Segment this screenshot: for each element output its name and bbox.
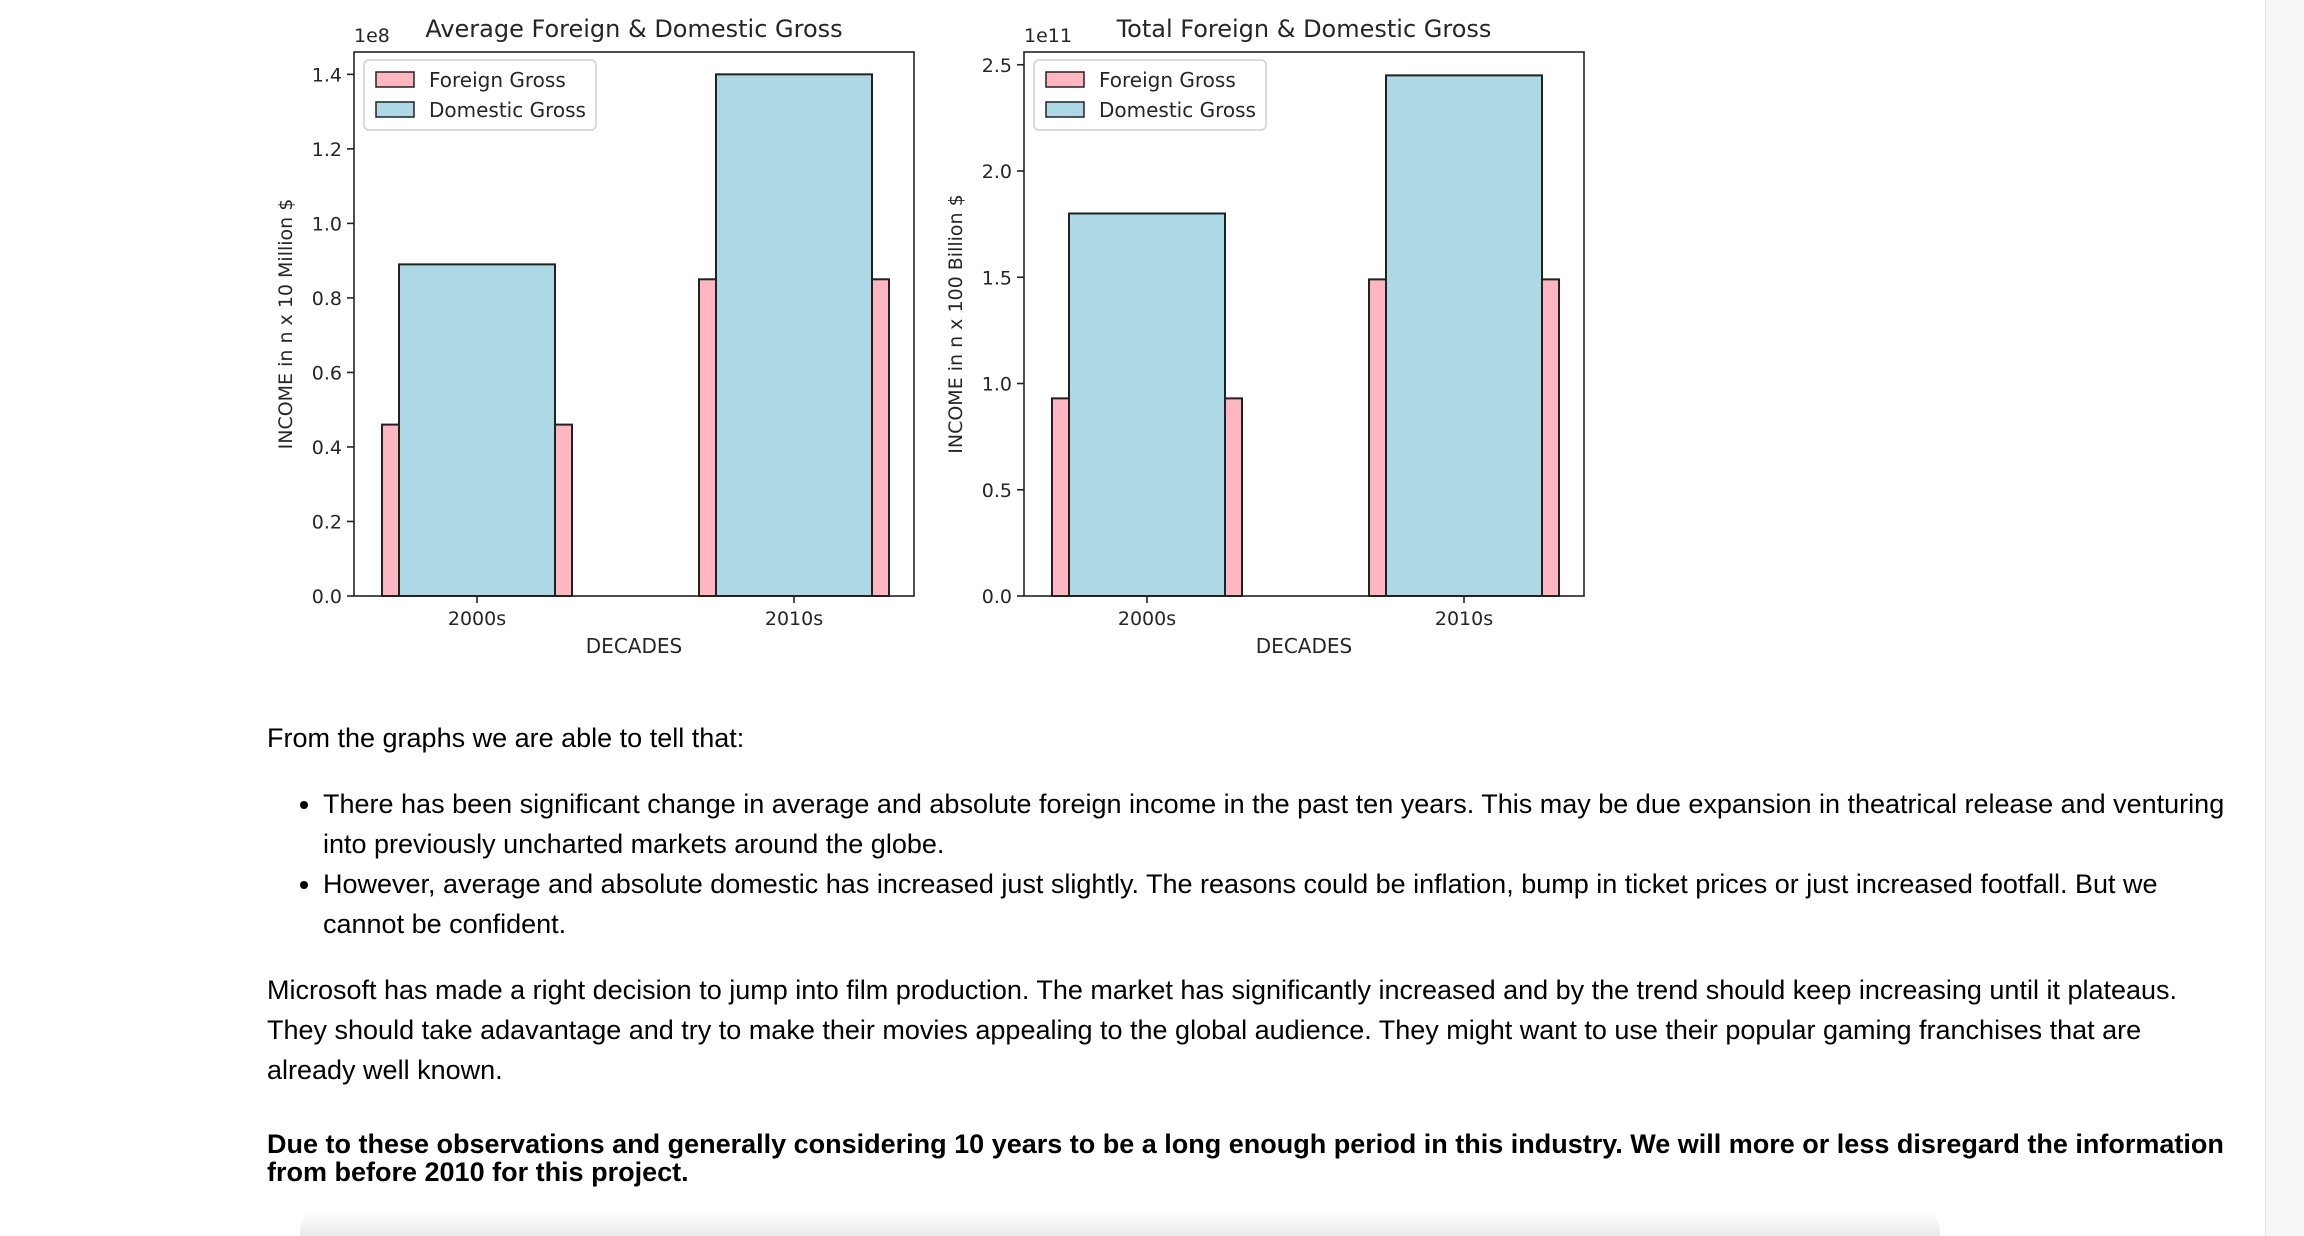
chart-title: Total Foreign & Domestic Gross <box>1116 15 1492 43</box>
bar-domestic-gross <box>715 73 873 598</box>
axis-offset-label: 1e11 <box>1024 25 1072 47</box>
y-tick-label: 1.0 <box>312 213 342 235</box>
legend-swatch-domestic-gross <box>1045 101 1085 118</box>
y-axis-label: INCOME in n x 10 Million $ <box>275 199 297 450</box>
y-tick-label: 0.0 <box>982 586 1012 608</box>
legend-label: Foreign Gross <box>1099 68 1236 92</box>
legend: Foreign Gross Domestic Gross <box>1033 59 1267 131</box>
x-tick-label: 2000s <box>1118 608 1176 630</box>
y-tick-label: 2.5 <box>982 55 1012 77</box>
bar-domestic-gross <box>1068 212 1226 597</box>
legend-box <box>363 59 597 131</box>
y-tick-label: 0.2 <box>312 511 342 533</box>
notes-bullet: There has been significant change in ave… <box>323 784 2227 864</box>
y-tick-label: 1.2 <box>312 139 342 161</box>
y-tick-label: 1.4 <box>312 64 342 86</box>
notes-conclusion: Due to these observations and generally … <box>267 1129 2224 1187</box>
y-tick-label: 0.8 <box>312 288 342 310</box>
bar-domestic-gross <box>398 263 556 597</box>
y-tick-label: 0.0 <box>312 586 342 608</box>
chart-total-gross: 0.0 0.5 1.0 1.5 2.0 2.5 2000s 2010s DECADES INCOM… <box>945 15 1585 658</box>
legend-label: Domestic Gross <box>429 98 586 122</box>
legend-swatch-foreign-gross <box>375 71 415 88</box>
bottom-shadow <box>300 1210 1940 1236</box>
legend-label: Foreign Gross <box>429 68 566 92</box>
plot-frame <box>353 51 915 597</box>
chart-title: Average Foreign & Domestic Gross <box>425 15 842 43</box>
vertical-scrollbar[interactable] <box>2265 0 2304 1236</box>
charts-figure: 0.0 0.2 0.4 0.6 0.8 1.0 1.2 1.4 2000s 2010s DECADE… <box>275 15 1585 658</box>
legend-swatch-domestic-gross <box>375 101 415 118</box>
y-tick-label: 0.5 <box>982 480 1012 502</box>
notes-bullet: However, average and absolute domestic h… <box>323 864 2227 944</box>
notes-intro: From the graphs we are able to tell that… <box>267 723 745 753</box>
y-tick-label: 0.6 <box>312 362 342 384</box>
y-tick-label: 2.0 <box>982 161 1012 183</box>
y-axis-label: INCOME in n x 100 Billion $ <box>945 194 967 453</box>
notes-bullet-list: There has been significant change in ave… <box>267 784 2227 944</box>
plot-frame <box>1023 51 1585 597</box>
legend-label: Domestic Gross <box>1099 98 1256 122</box>
x-axis-label: DECADES <box>586 634 682 658</box>
legend: Foreign Gross Domestic Gross <box>363 59 597 131</box>
y-tick-label: 1.5 <box>982 267 1012 289</box>
y-tick-label: 0.4 <box>312 437 342 459</box>
axis-offset-label: 1e8 <box>354 25 390 47</box>
legend-box <box>1033 59 1267 131</box>
x-tick-label: 2010s <box>765 608 823 630</box>
y-tick-label: 1.0 <box>982 374 1012 396</box>
x-tick-label: 2000s <box>448 608 506 630</box>
chart-average-gross: 0.0 0.2 0.4 0.6 0.8 1.0 1.2 1.4 2000s 2010s DECADE… <box>275 15 915 658</box>
legend-swatch-foreign-gross <box>1045 71 1085 88</box>
x-tick-label: 2010s <box>1435 608 1493 630</box>
analysis-notes: From the graphs we are able to tell that… <box>267 718 2227 1186</box>
bar-domestic-gross <box>1385 74 1543 597</box>
notes-paragraph: Microsoft has made a right decision to j… <box>267 975 2178 1085</box>
x-axis-label: DECADES <box>1256 634 1352 658</box>
